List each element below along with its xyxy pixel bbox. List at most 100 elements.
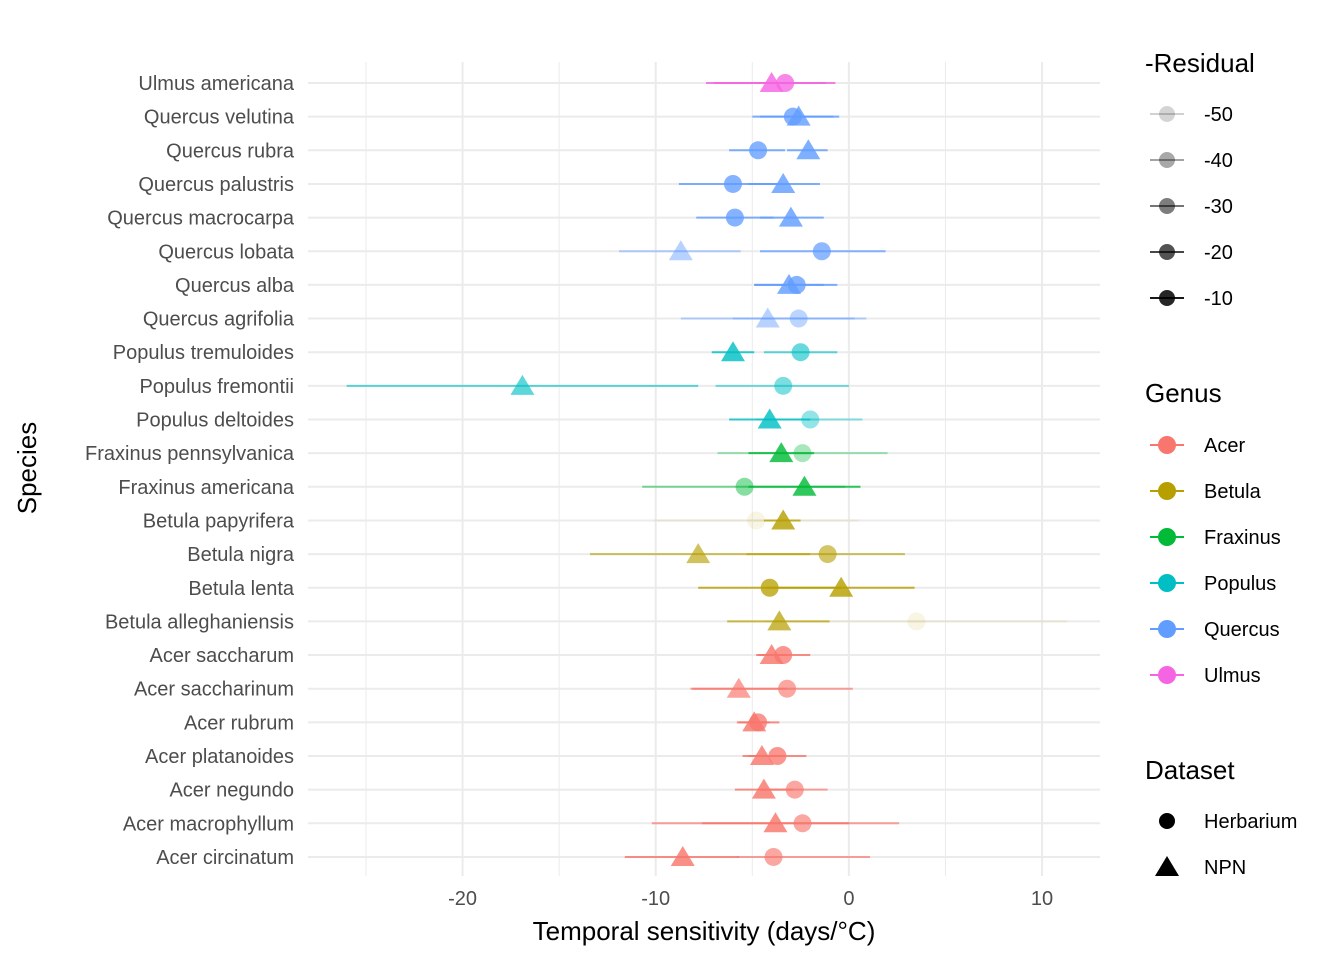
legend-genus-title: Genus: [1145, 378, 1222, 408]
herbarium-point: [774, 376, 793, 395]
y-tick-label: Fraxinus americana: [118, 477, 295, 499]
y-tick-label: Populus deltoides: [136, 410, 294, 432]
legend-genus-label: Quercus: [1204, 619, 1280, 641]
y-tick-label: Quercus palustris: [138, 174, 294, 196]
legend-residual-key: [1159, 198, 1175, 214]
herbarium-point: [749, 141, 768, 160]
npn-point: [751, 778, 776, 799]
herbarium-point: [812, 242, 831, 261]
y-axis-title: Species: [12, 422, 42, 515]
herbarium-point: [791, 343, 810, 362]
legend-residual-label: -50: [1204, 104, 1233, 126]
y-tick-label: Acer platanoides: [145, 746, 294, 768]
y-tick-label: Acer negundo: [169, 780, 294, 802]
y-tick-label: Quercus alba: [175, 275, 295, 297]
npn-point: [686, 543, 711, 564]
legend-genus-label: Fraxinus: [1204, 527, 1281, 549]
npn-point: [776, 273, 801, 294]
npn-point: [829, 576, 854, 597]
npn-point: [742, 711, 767, 732]
legend-residual-label: -40: [1204, 150, 1233, 172]
herbarium-point: [725, 208, 744, 227]
npn-point: [510, 374, 535, 395]
legend-genus-key: [1158, 620, 1176, 638]
legend-genus-label: Betula: [1204, 481, 1262, 503]
npn-point: [778, 206, 803, 227]
legend-dataset-title: Dataset: [1145, 755, 1235, 785]
npn-point: [769, 442, 794, 463]
npn-point: [720, 341, 745, 362]
y-tick-label: Quercus macrocarpa: [107, 208, 295, 230]
legend-dataset-label: Herbarium: [1204, 811, 1297, 833]
x-axis-tick-labels: -20 -10 0 10: [448, 888, 1053, 910]
npn-point: [786, 105, 811, 126]
y-tick-label: Quercus lobata: [158, 241, 295, 263]
legend-residual-key: [1159, 152, 1175, 168]
legend-genus-label: Acer: [1204, 435, 1245, 457]
legend-genus-label: Ulmus: [1204, 665, 1261, 687]
y-axis-tick-labels: Ulmus americana Quercus velutina Quercus r…: [85, 73, 295, 869]
x-tick-label: -10: [641, 888, 670, 910]
legend-residual: -Residual -50 -40 -30 -20 -10: [1145, 48, 1255, 310]
legend-genus: Genus Acer Betula Fraxinus Populus Quercus Ul…: [1145, 378, 1281, 687]
y-tick-label: Populus fremontii: [139, 376, 294, 398]
herbarium-point: [818, 545, 837, 564]
y-tick-label: Fraxinus pennsylvanica: [85, 443, 295, 465]
legend-residual-label: -10: [1204, 288, 1233, 310]
legend-residual-label: -30: [1204, 196, 1233, 218]
legend-dataset-key: [1159, 813, 1175, 829]
npn-point: [755, 307, 780, 328]
legend-residual-key: [1159, 244, 1175, 260]
y-tick-label: Betula alleghaniensis: [105, 611, 294, 633]
herbarium-point: [735, 477, 754, 496]
legend-dataset-key: [1155, 856, 1179, 876]
npn-point: [767, 610, 792, 631]
npn-point: [670, 845, 695, 866]
npn-point: [668, 240, 693, 261]
legend-genus-key: [1158, 482, 1176, 500]
legend-genus-key: [1158, 666, 1176, 684]
y-tick-label: Acer circinatum: [156, 847, 294, 869]
y-tick-label: Betula papyrifera: [143, 510, 295, 532]
herbarium-point: [723, 174, 742, 193]
y-tick-label: Acer macrophyllum: [123, 813, 294, 835]
legend-residual-title: -Residual: [1145, 48, 1255, 78]
y-tick-label: Acer rubrum: [184, 712, 294, 734]
npn-point: [796, 139, 821, 160]
herbarium-point: [747, 511, 766, 530]
y-tick-label: Ulmus americana: [138, 73, 294, 95]
y-tick-label: Quercus velutina: [144, 107, 295, 129]
legend-dataset-label: NPN: [1204, 857, 1246, 879]
legend-dataset: Dataset Herbarium NPN: [1145, 755, 1297, 879]
x-tick-label: -20: [448, 888, 477, 910]
y-tick-label: Acer saccharum: [150, 645, 295, 667]
herbarium-point: [785, 780, 804, 799]
legend-residual-key: [1159, 106, 1175, 122]
data-marks: [346, 72, 1068, 866]
y-tick-label: Betula lenta: [188, 578, 295, 600]
y-tick-label: Quercus agrifolia: [143, 309, 295, 331]
npn-point: [726, 677, 751, 698]
npn-point: [792, 475, 817, 496]
y-tick-label: Populus tremuloides: [113, 342, 294, 364]
legend-residual-label: -20: [1204, 242, 1233, 264]
npn-point: [757, 408, 782, 429]
x-axis-title: Temporal sensitivity (days/°C): [533, 916, 876, 946]
y-tick-label: Quercus rubra: [166, 140, 295, 162]
herbarium-point: [764, 847, 783, 866]
herbarium-point: [907, 612, 926, 631]
herbarium-point: [789, 309, 808, 328]
x-tick-label: 0: [843, 888, 854, 910]
legend-genus-key: [1158, 436, 1176, 454]
npn-point: [759, 72, 784, 92]
npn-point: [771, 509, 796, 530]
x-tick-label: 10: [1031, 888, 1053, 910]
y-tick-label: Betula nigra: [187, 544, 295, 566]
legend-genus-key: [1158, 528, 1176, 546]
npn-point: [759, 644, 784, 665]
y-tick-label: Acer saccharinum: [134, 679, 294, 701]
legend-residual-key: [1159, 290, 1175, 306]
npn-point: [763, 812, 788, 833]
npn-point: [771, 172, 796, 193]
